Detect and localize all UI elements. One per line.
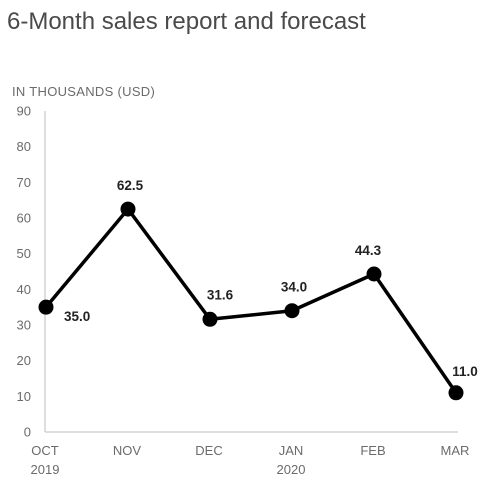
y-ticks: 0 10 20 30 40 50 60 70 80 90 xyxy=(17,104,31,440)
data-label: 31.6 xyxy=(207,287,234,302)
y-axis-label: IN THOUSANDS (USD) xyxy=(12,84,155,99)
y-tick-label: 0 xyxy=(24,425,31,440)
axes xyxy=(44,111,458,433)
y-tick-label: 40 xyxy=(17,282,31,297)
data-labels: 35.0 62.5 31.6 34.0 44.3 11.0 xyxy=(64,178,478,379)
x-tick-sublabel: 2020 xyxy=(277,462,306,477)
data-point xyxy=(38,299,54,315)
x-ticks: OCT 2019 NOV DEC JAN 2020 FEB MAR xyxy=(31,443,470,477)
data-label: 44.3 xyxy=(355,243,382,258)
data-label: 62.5 xyxy=(117,178,144,193)
data-point xyxy=(284,303,300,319)
data-point xyxy=(366,266,382,282)
chart-title: 6-Month sales report and forecast xyxy=(7,8,366,35)
data-label: 34.0 xyxy=(281,280,307,295)
data-label: 35.0 xyxy=(64,309,90,324)
y-tick-label: 80 xyxy=(17,139,31,154)
y-tick-label: 60 xyxy=(17,211,31,226)
x-tick-label: MAR xyxy=(441,443,470,458)
x-tick-label: OCT xyxy=(31,443,59,458)
y-tick-label: 90 xyxy=(17,104,31,119)
data-point xyxy=(448,385,464,401)
x-tick-label: NOV xyxy=(113,443,142,458)
x-tick-label: JAN xyxy=(279,443,304,458)
y-tick-label: 70 xyxy=(17,175,31,190)
data-point xyxy=(120,201,136,217)
data-point xyxy=(202,311,218,327)
data-label: 11.0 xyxy=(452,364,478,379)
x-tick-label: DEC xyxy=(195,443,222,458)
y-tick-label: 20 xyxy=(17,353,31,368)
series-layer xyxy=(38,201,464,401)
y-tick-label: 10 xyxy=(17,389,31,404)
y-tick-label: 30 xyxy=(17,318,31,333)
y-tick-label: 50 xyxy=(17,246,31,261)
x-tick-sublabel: 2019 xyxy=(31,462,60,477)
series-line xyxy=(44,207,458,394)
x-tick-label: FEB xyxy=(360,443,385,458)
